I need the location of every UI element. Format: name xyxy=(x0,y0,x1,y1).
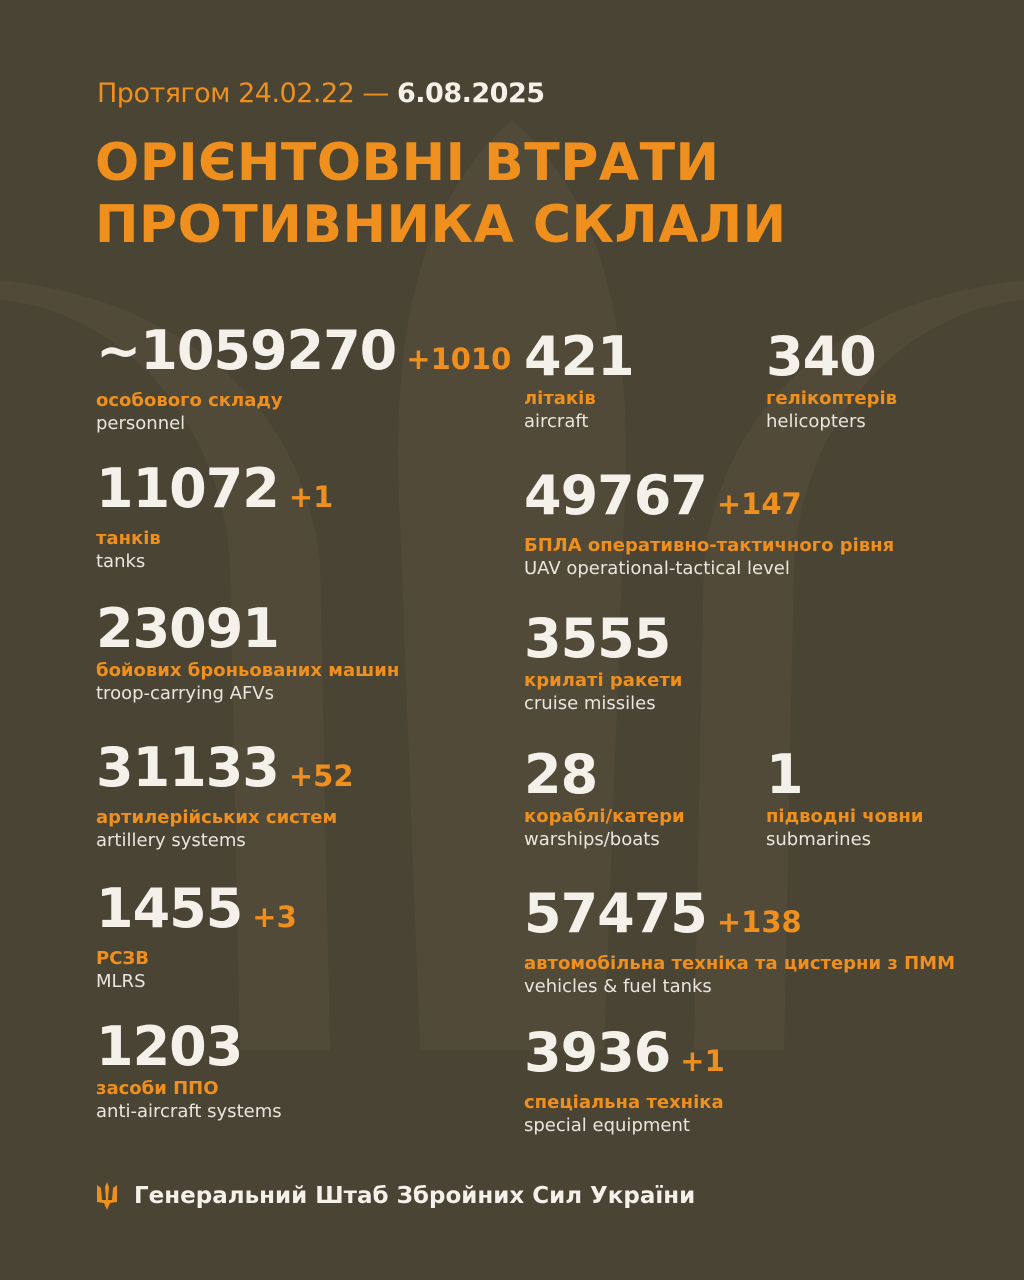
stat-label-en: personnel xyxy=(96,413,186,434)
stat-value: 11072 xyxy=(96,457,280,520)
stat-label-ua: артилерійських систем xyxy=(96,807,338,828)
stat-delta: +1010 xyxy=(406,342,512,376)
stat-helicopters: 340 гелікоптерів helicopters xyxy=(766,328,897,434)
stat-label-en: tanks xyxy=(96,551,146,572)
stat-tanks: 11072 +1 танків tanks xyxy=(96,460,333,574)
stat-delta: +138 xyxy=(716,905,802,939)
stat-personnel: ~1059270 +1010 особового складу personnel xyxy=(96,322,511,436)
stat-label-ua: БПЛА оперативно-тактичного рівня xyxy=(524,535,895,556)
stat-label-ua: літаків xyxy=(524,388,596,409)
stat-label-ua: засоби ППО xyxy=(96,1078,219,1099)
period-start: Протягом 24.02.22 — xyxy=(97,78,389,109)
stat-afv: 23091 бойових броньованих машин troop-carr… xyxy=(96,600,399,706)
stat-label-en: troop-carrying AFVs xyxy=(96,683,274,704)
stat-value: 57475 xyxy=(524,882,708,945)
stat-label-ua: гелікоптерів xyxy=(766,388,898,409)
stat-value: 49767 xyxy=(524,464,708,527)
footer-org-name: Генеральний Штаб Збройних Сил України xyxy=(134,1183,696,1209)
stat-value: 31133 xyxy=(96,736,280,799)
stat-delta: +147 xyxy=(716,487,802,521)
stat-vehicles: 57475 +138 автомобільна техніка та цистерн… xyxy=(524,885,955,999)
stat-value: 340 xyxy=(766,325,877,388)
title-line-2: ПРОТИВНИКА СКЛАЛИ xyxy=(95,195,787,255)
stat-anti-aircraft: 1203 засоби ППО anti-aircraft systems xyxy=(96,1018,282,1124)
stat-label-en: helicopters xyxy=(766,411,866,432)
stat-label-ua: РСЗВ xyxy=(96,948,149,969)
stat-label-en: warships/boats xyxy=(524,829,660,850)
title-line-1: ОРІЄНТОВНІ ВТРАТИ xyxy=(95,133,720,193)
stat-cruise-missiles: 3555 крилаті ракети cruise missiles xyxy=(524,610,682,716)
stat-label-en: vehicles & fuel tanks xyxy=(524,976,712,997)
stat-value: 28 xyxy=(524,743,598,806)
stat-value: 1203 xyxy=(96,1015,243,1078)
stat-label-en: special equipment xyxy=(524,1115,690,1136)
stat-warships: 28 кораблі/катери warships/boats xyxy=(524,746,685,852)
stat-label-ua: підводні човни xyxy=(766,806,924,827)
stat-value: 3936 xyxy=(524,1021,671,1084)
stat-label-en: submarines xyxy=(766,829,872,850)
stat-submarines: 1 підводні човни submarines xyxy=(766,746,923,852)
stat-label-en: artillery systems xyxy=(96,830,246,851)
stat-label-ua: автомобільна техніка та цистерни з ПММ xyxy=(524,953,955,974)
stat-label-ua: крилаті ракети xyxy=(524,670,683,691)
stat-label-en: MLRS xyxy=(96,971,146,992)
trident-icon xyxy=(97,1182,117,1210)
footer: Генеральний Штаб Збройних Сил України xyxy=(96,1182,695,1210)
stat-delta: +1 xyxy=(288,480,334,514)
period-label: Протягом 24.02.22 — 6.08.2025 xyxy=(97,78,545,109)
period-end: 6.08.2025 xyxy=(397,78,545,109)
stat-value: 1 xyxy=(766,743,804,806)
stat-aircraft: 421 літаків aircraft xyxy=(524,325,635,434)
stat-value: ~1059270 xyxy=(96,319,397,382)
stat-label-en: UAV operational-tactical level xyxy=(524,558,790,579)
stat-uav: 49767 +147 БПЛА оперативно-тактичного рівн… xyxy=(524,467,894,581)
stat-label-ua: кораблі/катери xyxy=(524,806,685,827)
stat-value: 3555 xyxy=(524,607,671,670)
stat-delta: +3 xyxy=(252,900,297,934)
stat-label-ua: спеціальна техніка xyxy=(524,1092,724,1113)
stat-label-en: anti-aircraft systems xyxy=(96,1101,282,1122)
stat-label-ua: особового складу xyxy=(96,390,283,411)
stat-value: 421 xyxy=(524,325,635,388)
stat-artillery: 31133 +52 артилерійських систем artillery s… xyxy=(96,739,354,853)
page-title: ОРІЄНТОВНІ ВТРАТИ ПРОТИВНИКА СКЛАЛИ xyxy=(95,132,787,256)
stat-delta: +52 xyxy=(288,759,354,793)
stat-delta: +1 xyxy=(680,1044,725,1078)
stat-label-en: cruise missiles xyxy=(524,693,656,714)
stat-label-ua: бойових броньованих машин xyxy=(96,660,400,681)
stat-label-ua: танків xyxy=(96,528,161,549)
stat-value: 1455 xyxy=(96,877,243,940)
stat-mlrs: 1455 +3 РСЗВ MLRS xyxy=(96,880,297,994)
stat-special-equipment: 3936 +1 спеціальна техніка special equipmen… xyxy=(524,1024,725,1138)
stat-label-en: aircraft xyxy=(524,411,589,432)
stat-value: 23091 xyxy=(96,597,280,660)
